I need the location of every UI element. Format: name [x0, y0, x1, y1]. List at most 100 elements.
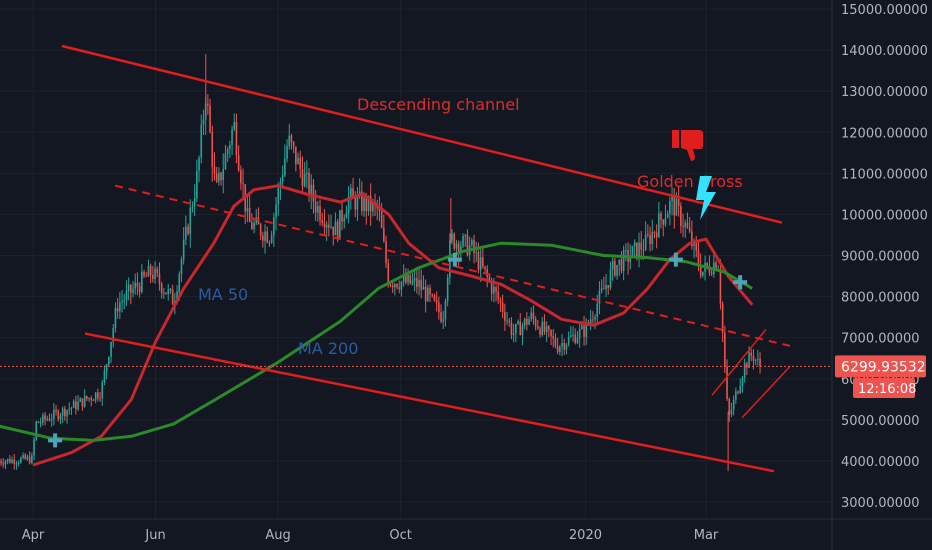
candle-body	[622, 250, 625, 272]
candle-body	[202, 119, 205, 125]
candle-body	[48, 418, 51, 421]
candle-body	[123, 299, 126, 302]
candle-body	[321, 220, 324, 223]
candle-body	[508, 320, 511, 323]
candle-body	[444, 300, 447, 320]
candlestick-series	[0, 54, 761, 472]
candle-body	[633, 242, 636, 247]
candle-body	[35, 421, 38, 440]
candle-body	[301, 168, 304, 187]
candle-body	[490, 281, 493, 294]
candle-body	[110, 341, 112, 357]
y-tick-label: 15000.00000	[841, 3, 928, 18]
candle-body	[501, 302, 504, 313]
candle-body	[317, 206, 319, 213]
candle-body	[521, 325, 524, 336]
candle-body	[517, 321, 519, 324]
candle-body	[460, 246, 462, 253]
candle-body	[90, 397, 93, 401]
candle-body	[405, 275, 407, 283]
ma50-label: MA 50	[198, 285, 248, 304]
candle-body	[510, 322, 513, 335]
candle-body	[127, 284, 130, 291]
candle-body	[112, 327, 115, 342]
candle-body	[462, 236, 464, 247]
candle-body	[607, 285, 610, 288]
candle-body	[105, 364, 108, 372]
candle-body	[39, 422, 42, 424]
candle-body	[92, 400, 95, 402]
candle-body	[231, 129, 233, 145]
y-tick-label: 3000.00000	[841, 496, 920, 511]
candle-body	[706, 263, 709, 267]
candle-body	[519, 321, 522, 336]
candle-body	[451, 233, 453, 241]
candle-body	[101, 382, 104, 399]
candle-body	[677, 198, 680, 206]
candle-body	[145, 275, 148, 277]
candle-body	[400, 281, 403, 290]
candle-body	[691, 231, 693, 246]
candle-body	[138, 286, 141, 292]
y-tick-label: 11000.00000	[841, 167, 928, 182]
candle-body	[325, 224, 328, 228]
candle-body	[710, 272, 713, 275]
candle-body	[433, 295, 436, 301]
y-tick-label: 12000.00000	[841, 126, 928, 141]
candle-body	[416, 278, 418, 287]
price-axis[interactable]: 3000.000004000.000005000.000006000.00000…	[841, 3, 928, 511]
candle-body	[598, 290, 601, 305]
candle-body	[666, 213, 669, 219]
candle-body	[53, 409, 55, 420]
candle-body	[182, 239, 185, 260]
candle-body	[273, 217, 275, 236]
candle-body	[398, 287, 401, 290]
candle-body	[180, 259, 183, 275]
candle-body	[455, 243, 458, 249]
channel-lower-line	[84, 332, 775, 473]
candle-body	[59, 415, 62, 420]
candle-body	[152, 274, 154, 279]
candle-body	[697, 250, 700, 265]
candle-body	[341, 210, 343, 222]
candle-body	[504, 312, 506, 321]
candle-body	[149, 265, 152, 275]
trendline-drawings	[48, 44, 791, 473]
candle-body	[94, 392, 97, 401]
candle-body	[380, 210, 383, 228]
candle-body	[6, 458, 9, 462]
candle-body	[268, 242, 271, 244]
time-axis[interactable]: Apr Jun Aug Oct 2020 Mar	[22, 528, 719, 543]
candle-body	[4, 461, 7, 465]
candle-body	[609, 269, 612, 288]
candle-body	[754, 359, 757, 361]
candle-body	[352, 188, 354, 196]
candle-body	[339, 210, 341, 239]
channel-upper-line	[61, 44, 783, 224]
candle-body	[673, 195, 676, 216]
candle-body	[125, 290, 128, 300]
candle-body	[275, 204, 277, 218]
candle-body	[235, 122, 238, 156]
candle-body	[79, 398, 82, 402]
candle-body	[581, 325, 583, 329]
candle-body	[559, 346, 561, 352]
candle-body	[629, 256, 632, 262]
candle-body	[64, 408, 66, 417]
candle-body	[554, 338, 557, 347]
candle-body	[715, 262, 717, 270]
cross-marker-icon	[48, 433, 63, 448]
candle-body	[70, 407, 73, 409]
candle-body	[730, 409, 733, 415]
candle-body	[81, 398, 84, 407]
candle-body	[290, 135, 293, 143]
candle-body	[147, 265, 150, 277]
candle-body	[26, 456, 29, 459]
candle-body	[499, 299, 502, 303]
candle-body	[746, 363, 748, 368]
candle-body	[387, 263, 390, 285]
candle-body	[446, 277, 449, 301]
countdown-value: 12:16:08	[858, 382, 916, 397]
candle-body	[343, 218, 346, 222]
